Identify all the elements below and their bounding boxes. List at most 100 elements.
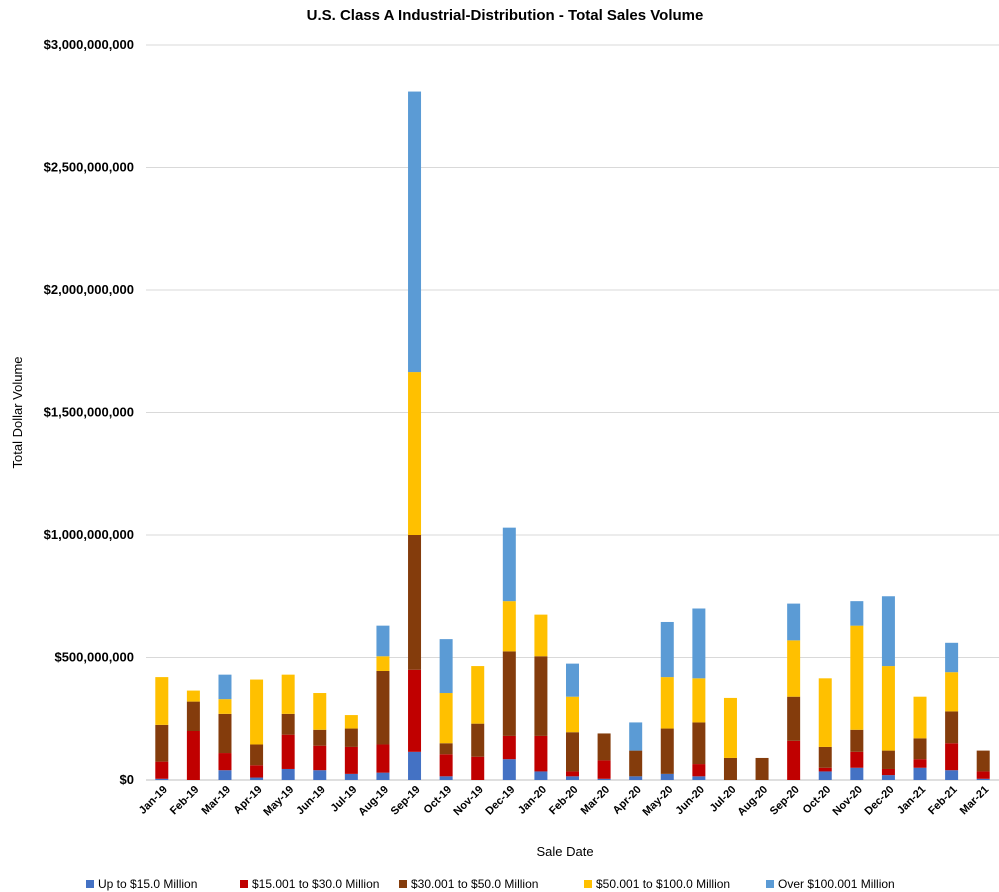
bar-segment [344, 773, 358, 780]
bar-segment [408, 535, 422, 670]
bar-segment [376, 772, 390, 780]
legend-swatch [240, 880, 248, 888]
bar-segment [818, 678, 832, 747]
bar-segment [534, 735, 548, 772]
y-tick-label: $0 [120, 772, 134, 787]
bar-segment [186, 701, 200, 731]
bar-segment [250, 765, 264, 778]
y-tick-label: $1,500,000,000 [44, 405, 134, 420]
legend-label: Up to $15.0 Million [98, 877, 197, 891]
x-tick-label: Oct-19 [422, 784, 455, 817]
bar-segment [945, 711, 959, 744]
bar-segment [534, 614, 548, 657]
bar-segment [534, 771, 548, 780]
bar-segment [660, 773, 674, 780]
y-tick-label: $2,000,000,000 [44, 282, 134, 297]
bar-segment [250, 744, 264, 766]
y-axis-title: Total Dollar Volume [10, 357, 25, 469]
legend-label: $15.001 to $30.0 Million [252, 877, 379, 891]
x-tick-label: Sep-20 [768, 784, 802, 818]
x-tick-label: Feb-21 [926, 784, 960, 818]
bar-segment [502, 651, 516, 736]
x-tick-label: Jul-19 [329, 784, 360, 815]
bar-segment [376, 744, 390, 773]
y-tick-label: $1,000,000,000 [44, 527, 134, 542]
x-tick-label: Nov-19 [451, 784, 485, 818]
bar-segment [692, 776, 706, 780]
legend-label: Over $100.001 Million [778, 877, 895, 891]
x-tick-label: Jun-19 [294, 784, 328, 818]
bar-segment [281, 768, 295, 780]
bar-segment [597, 778, 611, 780]
bar-segment [566, 696, 579, 733]
bar-segment [787, 640, 801, 697]
bar-segment [408, 751, 422, 780]
chart-title: U.S. Class A Industrial-Distribution - T… [307, 7, 704, 24]
bar-segment [597, 733, 611, 761]
bar-segment [313, 729, 327, 746]
bar-segment [945, 642, 959, 673]
x-tick-label: Jul-20 [708, 784, 739, 815]
bar-segment [755, 757, 769, 780]
bar-segment [502, 759, 516, 780]
bar-segment [218, 674, 232, 700]
x-tick-label: Sep-19 [389, 784, 423, 818]
bar-segment [850, 625, 864, 730]
x-axis-title: Sale Date [536, 844, 593, 859]
bar-segment [439, 693, 453, 744]
bar-segment [692, 608, 706, 679]
bar-segment [566, 663, 579, 697]
x-tick-label: Jan-19 [137, 784, 170, 817]
bar-segment [186, 731, 200, 780]
bar-segment [629, 722, 643, 751]
bar-segment [629, 750, 643, 777]
bar-segment [155, 724, 169, 762]
bar-segment [502, 527, 516, 602]
bar-segment [281, 734, 295, 769]
bar-segment [155, 677, 169, 725]
y-tick-label: $2,500,000,000 [44, 160, 134, 175]
bar-segment [281, 713, 295, 735]
bar-segment [913, 696, 927, 739]
bar-segment [344, 715, 358, 729]
bar-segment [566, 771, 579, 777]
x-tick-label: Jun-20 [673, 784, 707, 818]
bar-segment [881, 666, 895, 751]
bar-segment [566, 776, 579, 780]
bar-segment [218, 713, 232, 754]
bar-segment [850, 767, 864, 780]
x-tick-label: Aug-19 [356, 784, 391, 819]
bar-segment [913, 738, 927, 760]
bar-segment [945, 770, 959, 780]
bar-segment [376, 656, 390, 671]
bar-segment [818, 746, 832, 768]
bar-segment [408, 372, 422, 535]
x-tick-label: May-19 [261, 784, 296, 819]
bar-segment [502, 601, 516, 652]
bar-segment [218, 770, 232, 780]
legend-swatch [766, 880, 774, 888]
bar-segment [787, 603, 801, 641]
bar-segment [534, 656, 548, 736]
bar-segment [566, 732, 579, 772]
x-tick-label: Jan-21 [895, 784, 928, 817]
bar-segment [471, 723, 485, 757]
bar-segment [692, 722, 706, 765]
bar-segment [313, 745, 327, 771]
bar-segment [376, 625, 390, 657]
x-tick-label: Mar-21 [958, 784, 992, 818]
y-tick-label: $3,000,000,000 [44, 37, 134, 52]
bar-segment [660, 728, 674, 774]
bar-segment [723, 697, 737, 758]
bar-segment [471, 666, 485, 724]
bar-segment [502, 735, 516, 760]
bar-segment [881, 596, 895, 667]
bar-segment [218, 699, 232, 714]
bar-segment [376, 670, 390, 745]
x-tick-label: Mar-19 [200, 784, 234, 818]
bar-segment [155, 778, 169, 780]
bar-segment [945, 743, 959, 771]
x-tick-label: Apr-19 [232, 784, 265, 817]
